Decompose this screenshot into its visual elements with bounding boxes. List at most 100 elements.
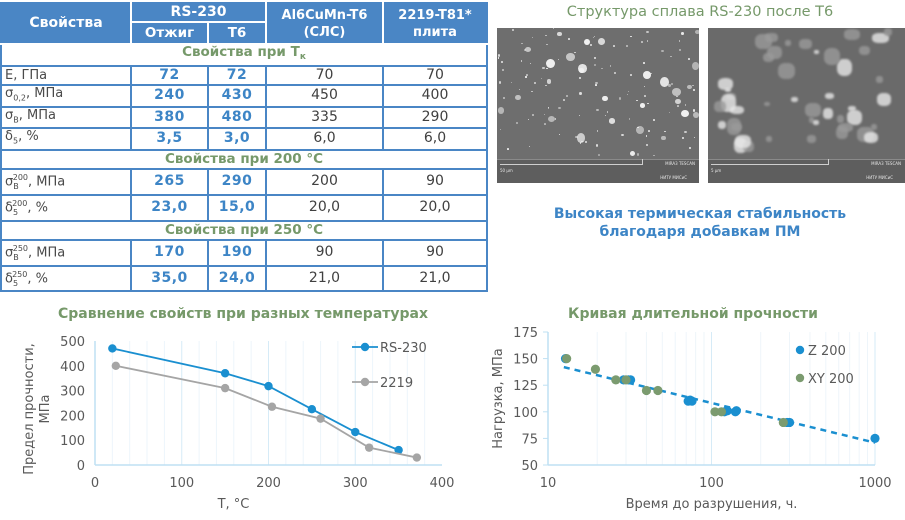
precipitate	[510, 81, 512, 83]
precipitate	[581, 140, 583, 142]
property-subscript: В	[13, 115, 19, 125]
precipitate	[554, 118, 557, 120]
precipitate	[730, 106, 744, 115]
value-2219: 290	[382, 105, 488, 130]
y-tick-label: 50	[521, 459, 538, 474]
precipitate	[498, 81, 501, 85]
y-axis-label: Нагрузка, МПа	[491, 348, 506, 448]
precipitate	[553, 28, 555, 30]
value-rs230-annealed: 35,0	[130, 264, 209, 293]
creep-strength-chart: 50 75 100 125 150 175 10 100 1000 Время до разруш…	[491, 326, 892, 512]
precipitate	[871, 123, 878, 130]
precipitate	[876, 75, 883, 83]
precipitate	[681, 109, 689, 117]
section-title: Свойства при Tк	[0, 43, 488, 67]
precipitate	[693, 112, 699, 119]
value-rs230-t6: 3,0	[207, 127, 267, 151]
precipitate	[859, 45, 870, 56]
property-subscript: 0,2	[13, 93, 26, 103]
precipitate	[678, 40, 681, 42]
section-title-text: Свойства при 250 °С	[164, 221, 324, 238]
scale-label: 50 μm	[500, 168, 513, 173]
x-tick-label: 1000	[858, 476, 891, 491]
data-point	[412, 453, 422, 462]
table-row: σВ, МПа 380 480 335 290	[0, 105, 488, 130]
data-point	[562, 354, 572, 364]
value-2219: 90	[382, 238, 488, 267]
precipitate	[532, 37, 534, 39]
precipitate	[596, 108, 599, 112]
sem-info-bar: 50 μm MIRA3 TESCAN НИТУ МИСиС	[497, 159, 699, 183]
precipitate	[637, 126, 639, 129]
value-2219: 90	[382, 167, 488, 196]
precipitate	[497, 107, 505, 114]
precipitate	[594, 57, 596, 59]
precipitate	[557, 31, 562, 36]
property-unit: , МПа	[28, 244, 66, 260]
data-point	[316, 414, 325, 423]
data-point	[108, 344, 117, 353]
precipitate	[836, 114, 844, 123]
property-superscript: 250	[12, 243, 29, 253]
precipitate	[688, 146, 691, 150]
precipitate	[823, 48, 841, 65]
precipitate	[777, 63, 795, 80]
data-point	[267, 402, 277, 411]
scale-ruler	[711, 159, 829, 165]
precipitate	[635, 126, 644, 134]
precipitate	[675, 98, 681, 105]
precipitate	[676, 95, 678, 98]
precipitate	[604, 114, 607, 117]
precipitate	[669, 111, 671, 113]
property-label: δ5200, %	[0, 193, 132, 222]
precipitate	[836, 126, 848, 140]
y-tick-label: 175	[513, 326, 538, 341]
x-tick-label: 200	[256, 476, 281, 491]
precipitate	[640, 103, 646, 108]
precipitate	[497, 54, 500, 57]
y-tick-label: 100	[513, 406, 538, 421]
data-point	[710, 407, 720, 417]
precipitate	[511, 28, 515, 32]
precipitate	[525, 76, 527, 78]
precipitate	[687, 84, 693, 90]
value-rs230-t6: 190	[207, 238, 267, 267]
property-label: σВ, МПа	[0, 105, 132, 130]
precipitate	[766, 135, 772, 142]
precipitate	[684, 104, 687, 106]
property-label: E, ГПа	[0, 65, 132, 86]
data-point	[611, 375, 621, 385]
property-label: σВ250, МПа	[0, 238, 132, 267]
table-row: σ0,2, МПа 240 430 450 400	[0, 84, 488, 108]
precipitate	[543, 123, 546, 125]
precipitate	[876, 93, 891, 107]
section-title-text: Свойства при 200 °С	[164, 150, 324, 167]
precipitate	[692, 89, 695, 92]
precipitate	[644, 95, 646, 98]
y-tick-label: 500	[60, 335, 85, 350]
precipitate	[661, 49, 664, 52]
value-2219: 70	[382, 65, 488, 86]
value-al6cumn: 335	[265, 105, 384, 130]
value-al6cumn: 70	[265, 65, 384, 86]
value-rs230-annealed: 265	[130, 167, 209, 196]
precipitate	[579, 91, 582, 95]
y-tick-label: 125	[513, 379, 538, 394]
precipitate	[521, 43, 524, 45]
legend-marker	[360, 342, 370, 352]
precipitate	[593, 36, 595, 38]
precipitate	[595, 81, 598, 84]
precipitate	[693, 136, 695, 138]
data-point	[731, 406, 741, 416]
precipitate	[643, 86, 645, 88]
y-tick-label: 400	[60, 360, 85, 375]
precipitate	[506, 148, 509, 150]
precipitate	[799, 39, 812, 49]
data-point	[870, 433, 880, 443]
scale-ruler	[500, 159, 643, 165]
table-row: δ5200, % 23,0 15,0 20,0 20,0	[0, 193, 488, 222]
precipitate	[642, 62, 645, 64]
property-label: σ0,2, МПа	[0, 84, 132, 108]
property-symbol: σ	[5, 244, 14, 260]
precipitate	[717, 77, 734, 90]
